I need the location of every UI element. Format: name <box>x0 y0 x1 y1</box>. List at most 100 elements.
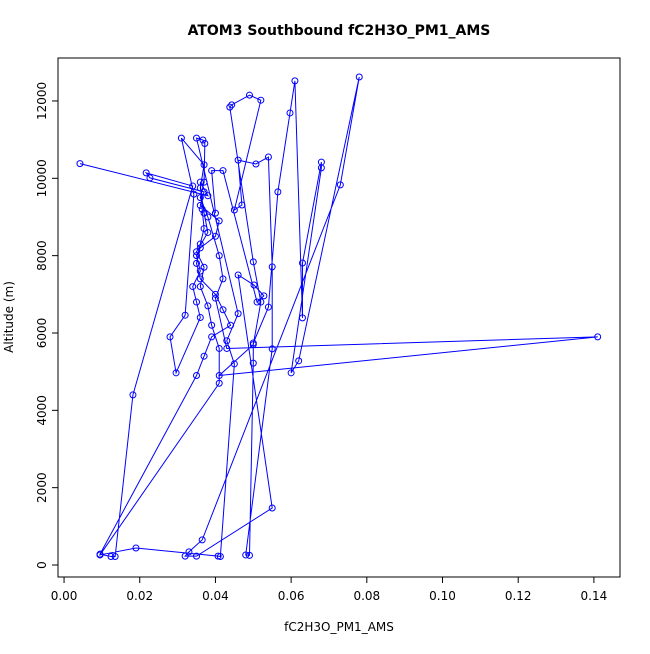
data-point <box>200 225 208 233</box>
data-point <box>252 160 260 168</box>
data-point <box>132 544 140 552</box>
x-axis-label: fC2H3O_PM1_AMS <box>284 620 394 634</box>
data-point <box>250 281 258 289</box>
data-point <box>234 310 242 318</box>
data-point <box>196 201 204 209</box>
data-point <box>216 553 224 561</box>
data-point <box>355 73 363 81</box>
y-tick-label: 8000 <box>35 240 49 271</box>
data-point <box>196 283 204 291</box>
data-point <box>298 314 306 322</box>
data-point <box>260 292 268 300</box>
data-point <box>208 167 216 175</box>
data-point <box>286 109 294 117</box>
data-point <box>196 184 204 192</box>
data-point <box>204 228 212 236</box>
chart-title: ATOM3 Southbound fC2H3O_PM1_AMS <box>188 23 491 39</box>
data-point <box>196 275 204 283</box>
data-point <box>107 553 115 561</box>
data-point <box>208 333 216 341</box>
x-tick-label: 0.06 <box>278 589 305 603</box>
data-point <box>185 548 193 556</box>
data-point <box>228 101 236 109</box>
data-point <box>594 333 602 341</box>
data-point <box>198 205 206 213</box>
data-point <box>264 303 272 311</box>
data-point <box>172 369 180 377</box>
x-tick-label: 0.04 <box>202 589 229 603</box>
data-point <box>274 188 282 196</box>
data-point <box>234 156 242 164</box>
data-point <box>219 275 227 283</box>
data-point <box>268 504 276 512</box>
data-point <box>215 344 223 352</box>
data-point <box>200 209 208 217</box>
data-point <box>201 140 209 148</box>
data-point <box>129 391 137 399</box>
data-point <box>211 232 219 240</box>
data-point <box>200 188 208 196</box>
data-line <box>79 76 598 558</box>
data-point <box>268 263 276 271</box>
data-point <box>230 360 238 368</box>
data-point <box>238 201 246 209</box>
data-point <box>76 160 84 168</box>
y-tick-label: 10000 <box>35 159 49 197</box>
data-point <box>193 134 201 142</box>
data-point <box>200 178 208 186</box>
y-tick-label: 0 <box>35 561 49 569</box>
y-tick-label: 12000 <box>35 82 49 120</box>
data-point <box>181 552 189 560</box>
data-point <box>196 267 204 275</box>
data-point <box>193 552 201 560</box>
y-tick-label: 2000 <box>35 472 49 503</box>
data-point <box>245 91 253 99</box>
data-point <box>196 314 204 322</box>
data-point <box>223 344 231 352</box>
data-point <box>193 252 201 260</box>
data-point <box>234 271 242 279</box>
data-point <box>193 248 201 256</box>
data-point <box>177 134 185 142</box>
data-point <box>198 536 206 544</box>
data-point <box>215 252 223 260</box>
data-point <box>142 169 150 177</box>
data-point <box>200 161 208 169</box>
data-point <box>193 372 201 380</box>
data-point <box>204 302 212 310</box>
data-point <box>287 369 295 377</box>
data-point <box>190 190 198 198</box>
data-point <box>245 551 253 559</box>
data-point <box>196 244 204 252</box>
data-point <box>257 298 265 306</box>
data-point <box>215 379 223 387</box>
data-point <box>208 321 216 329</box>
data-point <box>193 259 201 267</box>
data-point <box>111 553 119 561</box>
data-point <box>181 311 189 319</box>
data-point <box>219 167 227 175</box>
data-point <box>215 372 223 380</box>
data-point <box>196 240 204 248</box>
x-tick-label: 0.02 <box>126 589 153 603</box>
x-tick-label: 0.08 <box>353 589 380 603</box>
data-point <box>211 209 219 217</box>
data-point <box>189 182 197 190</box>
data-point <box>291 77 299 85</box>
data-point <box>295 357 303 365</box>
y-tick-label: 6000 <box>35 318 49 349</box>
data-point <box>199 136 207 144</box>
data-point <box>257 96 265 104</box>
x-tick-label: 0.12 <box>505 589 532 603</box>
data-point <box>230 206 238 214</box>
data-point <box>215 217 223 225</box>
data-point <box>204 213 212 221</box>
data-point <box>249 339 257 347</box>
data-point <box>249 258 257 266</box>
plot-box <box>57 57 621 578</box>
data-point <box>226 103 234 111</box>
x-tick-label: 0.14 <box>581 589 608 603</box>
x-tick-label: 0.00 <box>51 589 78 603</box>
data-point <box>211 294 219 302</box>
